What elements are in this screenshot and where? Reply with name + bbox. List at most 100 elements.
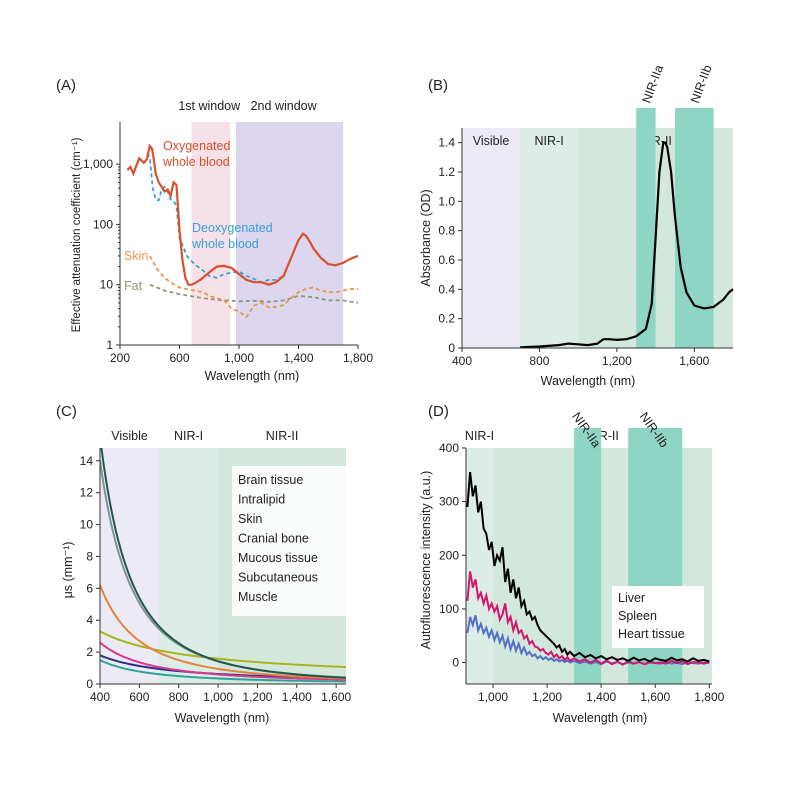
panel-a-x-tick-label: 1,000 — [224, 351, 254, 365]
panel-d-x-tick-label: 1,200 — [532, 690, 562, 704]
panel-c-x-tick-label: 400 — [90, 690, 110, 704]
series-line-liver — [466, 471, 710, 663]
panel-d-legend-box — [612, 586, 704, 648]
band-nir-i — [466, 448, 494, 684]
panel-a-y-tick-label: 100 — [93, 217, 113, 231]
series-line-cranial-bone — [100, 630, 346, 669]
band-visible — [100, 448, 160, 684]
panel-b-y-tick-label: 0.8 — [438, 224, 455, 238]
panel-c: (C) Visible NIR-I NIR-II 400 600 800 1,000 1,2… — [56, 403, 351, 725]
band-nir-iia — [574, 428, 602, 684]
legend-muscle: Muscle — [238, 590, 278, 604]
band-label-1st-window: 1st window — [178, 99, 241, 113]
oxy-blood-label-line2: whole blood — [162, 155, 230, 169]
panel-b-y-tick-label: 0.6 — [438, 253, 455, 267]
panel-a-label: (A) — [56, 77, 76, 94]
panel-b-y-tick-label: 1.4 — [438, 136, 455, 150]
band-label-nir-iia: NIR-IIa — [640, 63, 667, 105]
fat-label: Fat — [124, 279, 143, 293]
panel-c-x-tick-label: 1,200 — [242, 690, 272, 704]
panel-c-x-tick-label: 1,000 — [203, 690, 233, 704]
panel-b-y-tick-label: 0.4 — [438, 282, 455, 296]
panel-d-xlabel: Wavelength (nm) — [553, 711, 648, 725]
series-line-fat — [149, 283, 359, 304]
panel-b-xlabel: Wavelength (nm) — [541, 374, 636, 388]
panel-a: (A) 1st window 2nd window 200 600 1,000 1,40… — [56, 77, 373, 383]
panel-c-xlabel: Wavelength (nm) — [175, 711, 270, 725]
panel-c-x-tick-label: 1,600 — [321, 690, 351, 704]
legend-cranial-bone: Cranial bone — [238, 532, 309, 546]
panel-a-x-tick-label: 600 — [169, 351, 189, 365]
band-nir-iib — [674, 108, 714, 348]
band-label-nir-i: NIR-I — [535, 134, 564, 148]
deoxy-blood-label-line1: Deoxygenated — [192, 221, 273, 235]
panel-a-y-tick-label: 10 — [100, 278, 114, 292]
legend-brain-tissue: Brain tissue — [238, 473, 303, 487]
series-line-brain-tissue — [100, 448, 346, 679]
panel-d-x-tick-label: 1,000 — [478, 690, 508, 704]
panel-c-y-tick-label: 6 — [86, 581, 93, 595]
panel-b-x-tick-label: 1,600 — [679, 354, 709, 368]
legend-heart-tissue: Heart tissue — [618, 627, 685, 641]
panel-a-y-tick-label: 1,000 — [83, 157, 113, 171]
panel-d-y-tick-label: 400 — [439, 441, 459, 455]
panel-d-y-tick-label: 0 — [452, 656, 459, 670]
panel-d-ylabel: Autofluorescence intensity (a.u.) — [419, 471, 433, 650]
band-label-nir-i: NIR-I — [174, 429, 203, 443]
panel-c-x-tick-label: 800 — [169, 690, 189, 704]
panel-b-x-tick-label: 800 — [529, 354, 549, 368]
band-label-2nd-window: 2nd window — [251, 99, 318, 113]
panel-c-y-tick-label: 14 — [80, 454, 94, 468]
panel-d-x-tick-label: 1,600 — [640, 690, 670, 704]
panel-b-label: (B) — [428, 77, 448, 94]
panel-c-y-tick-label: 4 — [86, 613, 93, 627]
series-line-spleen — [466, 571, 710, 666]
band-window — [191, 122, 231, 345]
panel-c-x-tick-label: 600 — [129, 690, 149, 704]
band-window — [236, 122, 344, 345]
panel-b-x-tick-label: 1,200 — [602, 354, 632, 368]
panel-b-y-tick-label: 0.2 — [438, 312, 455, 326]
panel-a-xlabel: Wavelength (nm) — [205, 369, 300, 383]
panel-d-x-tick-label: 1,800 — [694, 690, 724, 704]
band-label-visible: Visible — [111, 429, 148, 443]
panel-d-y-tick-label: 300 — [439, 495, 459, 509]
band-nir-iia — [636, 108, 656, 348]
oxy-blood-label-line1: Oxygenated — [163, 139, 230, 153]
legend-mucous-tissue: Mucous tissue — [238, 551, 318, 565]
panel-d-y-tick-label: 200 — [439, 548, 459, 562]
band-label-nir-ii: NIR-II — [266, 429, 299, 443]
panel-b-y-tick-label: 0 — [448, 341, 455, 355]
panel-d-x-tick-label: 1,400 — [586, 690, 616, 704]
panel-c-y-tick-label: 8 — [86, 549, 93, 563]
panel-c-y-tick-label: 0 — [86, 677, 93, 691]
panel-d-y-tick-label: 100 — [439, 602, 459, 616]
series-line-mucous-tissue — [100, 641, 346, 681]
legend-skin: Skin — [238, 512, 262, 526]
deoxy-blood-label-line2: whole blood — [191, 237, 259, 251]
series-line-skin — [149, 255, 358, 319]
band-nir-i — [159, 448, 219, 684]
band-label-nir-i: NIR-I — [465, 429, 494, 443]
panel-b-ylabel: Absorbance (OD) — [419, 189, 433, 286]
legend-subcutaneous: Subcutaneous — [238, 571, 318, 585]
panel-d-label: (D) — [428, 403, 449, 420]
panel-c-y-tick-label: 2 — [86, 645, 93, 659]
series-line-muscle — [100, 659, 346, 683]
panel-c-x-tick-label: 1,400 — [282, 690, 312, 704]
panel-a-x-tick-label: 1,800 — [343, 351, 373, 365]
panel-c-label: (C) — [56, 403, 77, 420]
series-line-absorbance — [520, 141, 734, 349]
legend-intralipid: Intralipid — [238, 493, 285, 507]
band-label-visible: Visible — [473, 134, 510, 148]
panel-c-y-tick-label: 12 — [80, 486, 94, 500]
panel-c-ylabel: μs (mm⁻¹) — [61, 542, 75, 599]
panel-a-x-tick-label: 200 — [110, 351, 130, 365]
legend-spleen: Spleen — [618, 609, 657, 623]
band-label-nir-iib: NIR-IIb — [688, 63, 715, 105]
panel-c-legend-box — [232, 466, 346, 616]
panel-a-x-tick-label: 1,400 — [283, 351, 313, 365]
